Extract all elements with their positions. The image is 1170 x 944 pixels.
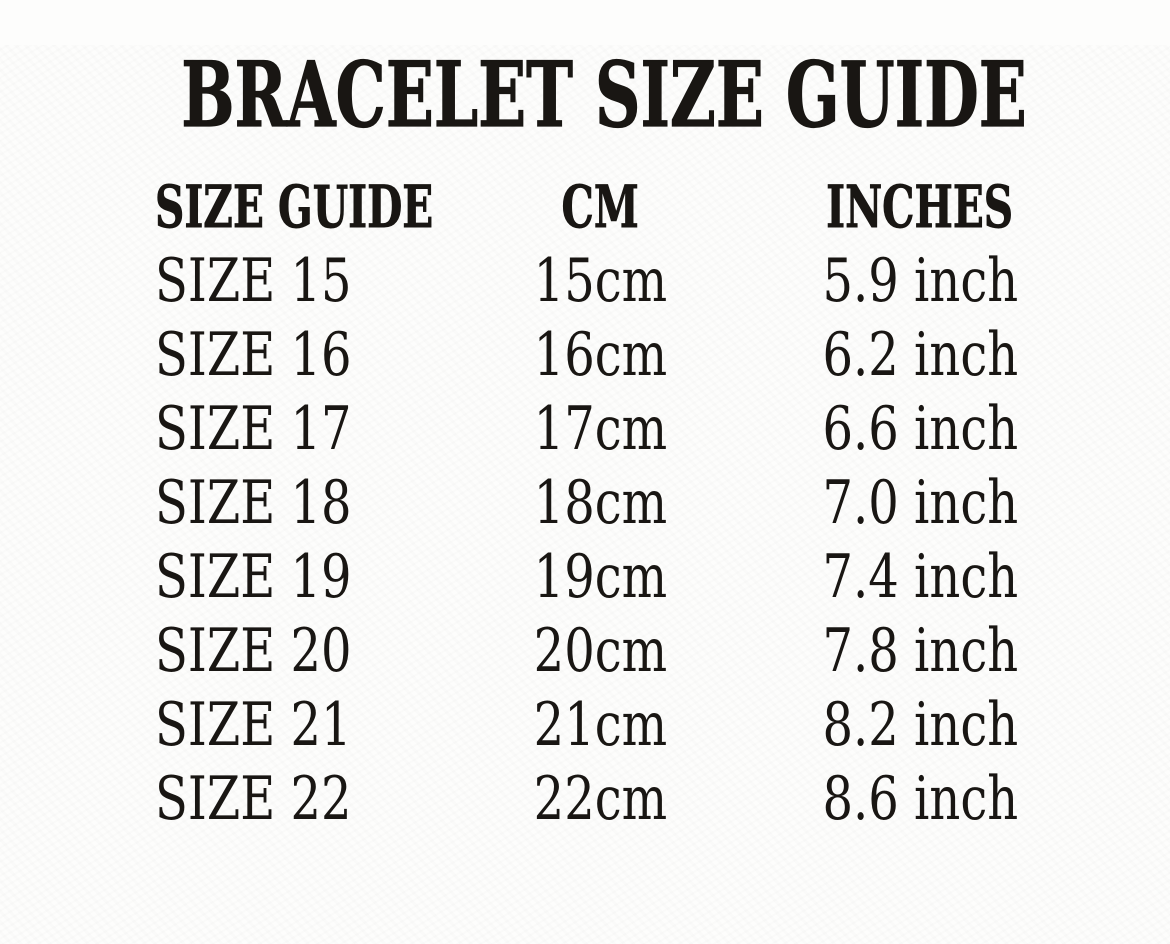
inches-cell: 7.0 inch xyxy=(822,468,1018,538)
table-row-size-21: SIZE 21 21cm 8.2 inch xyxy=(155,688,1170,762)
size-cell: SIZE 20 xyxy=(155,616,352,686)
cm-cell: 21cm xyxy=(533,690,667,760)
header-inches: INCHES xyxy=(826,173,1014,242)
cm-cell: 20cm xyxy=(533,616,667,686)
cm-cell: 16cm xyxy=(533,320,667,390)
table-row-size-18: SIZE 18 18cm 7.0 inch xyxy=(155,466,1170,540)
inches-cell: 6.6 inch xyxy=(822,394,1018,464)
inches-cell: 7.8 inch xyxy=(822,616,1018,686)
table-row-size-20: SIZE 20 20cm 7.8 inch xyxy=(155,614,1170,688)
inches-cell: 8.2 inch xyxy=(822,690,1018,760)
size-cell: SIZE 16 xyxy=(155,320,352,390)
table-row-size-15: SIZE 15 15cm 5.9 inch xyxy=(155,244,1170,318)
table-row-size-17: SIZE 17 17cm 6.6 inch xyxy=(155,392,1170,466)
cm-cell: 22cm xyxy=(533,764,667,834)
cm-cell: 19cm xyxy=(533,542,667,612)
size-cell: SIZE 15 xyxy=(155,246,352,316)
inches-cell: 5.9 inch xyxy=(822,246,1018,316)
header-size-guide: SIZE GUIDE xyxy=(155,173,434,242)
cm-cell: 17cm xyxy=(533,394,667,464)
size-guide-table: SIZE GUIDE CM INCHES SIZE 15 15cm 5.9 in… xyxy=(0,170,1170,836)
size-cell: SIZE 22 xyxy=(155,764,352,834)
size-cell: SIZE 21 xyxy=(155,690,352,760)
inches-cell: 8.6 inch xyxy=(822,764,1018,834)
page-title: BRACELET SIZE GUIDE xyxy=(181,42,1027,148)
size-cell: SIZE 18 xyxy=(155,468,352,538)
cm-cell: 18cm xyxy=(533,468,667,538)
inches-cell: 6.2 inch xyxy=(822,320,1018,390)
table-row-size-16: SIZE 16 16cm 6.2 inch xyxy=(155,318,1170,392)
table-header-row: SIZE GUIDE CM INCHES xyxy=(155,170,1170,244)
size-cell: SIZE 17 xyxy=(155,394,352,464)
header-cm: CM xyxy=(561,173,639,242)
cm-cell: 15cm xyxy=(533,246,667,316)
size-cell: SIZE 19 xyxy=(155,542,352,612)
table-row-size-22: SIZE 22 22cm 8.6 inch xyxy=(155,762,1170,836)
page-title-wrap: BRACELET SIZE GUIDE xyxy=(0,42,1170,148)
table-row-size-19: SIZE 19 19cm 7.4 inch xyxy=(155,540,1170,614)
table-body: SIZE 15 15cm 5.9 inch SIZE 16 16cm 6.2 i… xyxy=(155,244,1170,836)
inches-cell: 7.4 inch xyxy=(822,542,1018,612)
